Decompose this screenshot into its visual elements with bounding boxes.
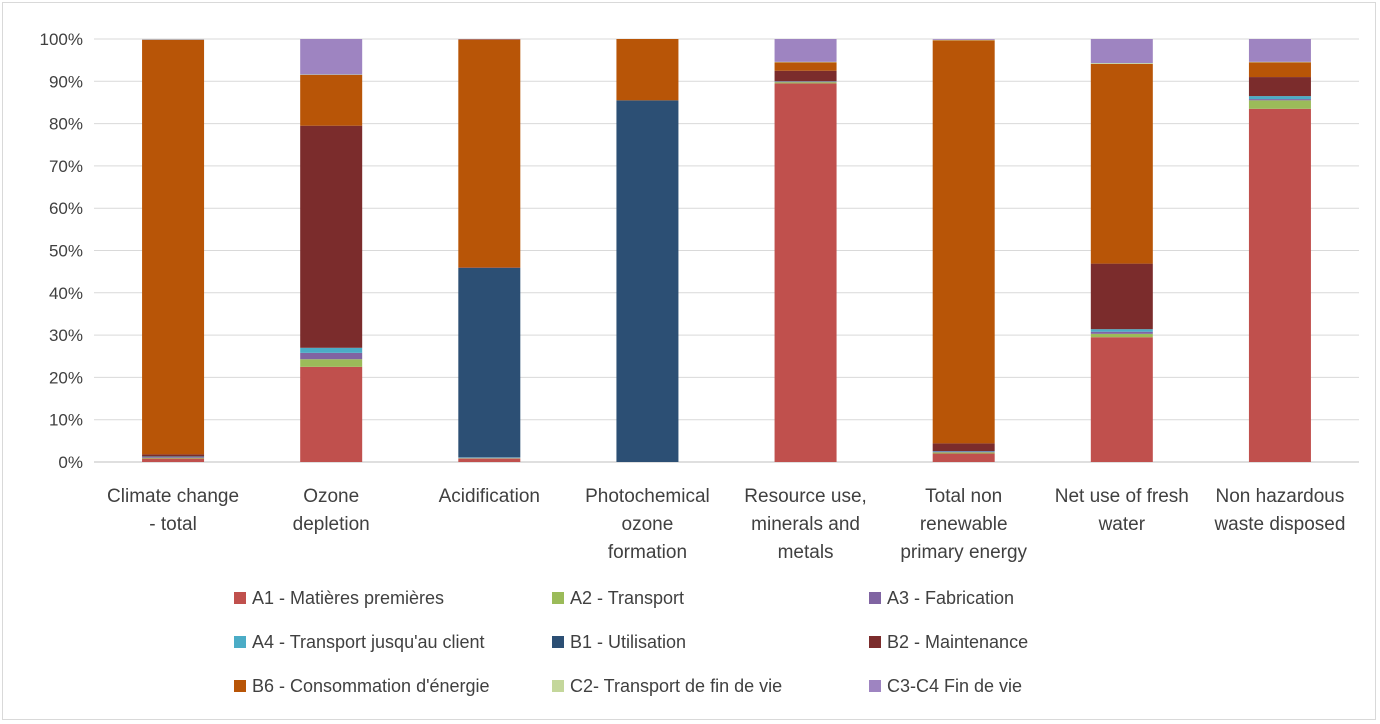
bar-segment [616,39,679,101]
bar-segment [1248,108,1311,463]
bar-segment [774,62,837,71]
y-tick-label: 30% [49,326,83,345]
y-tick-label: 100% [40,30,83,49]
bar-segment [300,352,363,360]
legend-label: B1 - Utilisation [570,632,686,652]
bar-segment [1248,100,1311,109]
bar-segment [1248,96,1311,100]
bar-segment [932,39,995,40]
y-tick-label: 10% [49,411,83,430]
bar-segment [300,366,363,462]
bar-segment [1090,331,1153,334]
bar-segment [932,443,995,452]
bar-segment [458,39,521,268]
x-category-label: Net use of fresh water [1055,486,1189,535]
bar-segment [142,456,205,458]
x-category-label: Total non renewable primary energy [900,486,1027,563]
y-tick-label: 0% [58,453,83,472]
y-axis-tick-labels: 0% 10% 20% 30% 40% 50% 60% 70% 80% 90% 100% [40,30,83,472]
legend-item: C3-C4 Fin de vie [869,676,1022,696]
legend-item: A1 - Matières premières [234,588,444,608]
y-tick-label: 70% [49,157,83,176]
gridlines [94,38,1359,463]
y-tick-label: 50% [49,242,83,261]
y-tick-label: 20% [49,368,83,387]
bar-segment [1090,337,1153,462]
legend-label: A2 - Transport [570,588,684,608]
legend-swatch [234,592,246,604]
x-axis-category-labels: Climate change - total Ozone depletion Acidi… [107,486,1345,563]
y-tick-label: 90% [49,72,83,91]
legend-swatch [869,680,881,692]
x-category-label: Photochemical ozone formation [585,486,710,563]
bar-segment [458,267,521,458]
legend-swatch [234,680,246,692]
bar-segment [932,452,995,454]
x-category-label: Acidification [439,486,540,507]
bar-segment [1090,329,1153,332]
legend-label: A4 - Transport jusqu'au client [252,632,485,652]
x-category-label: Climate change - total [107,486,239,535]
bar-segment [1248,99,1311,101]
legend-swatch [552,680,564,692]
legend-label: B2 - Maintenance [887,632,1028,652]
bar-segment [1248,39,1311,62]
legend-swatch [552,592,564,604]
legend-label: A1 - Matières premières [252,588,444,608]
legend-label: C3-C4 Fin de vie [887,676,1022,696]
y-tick-label: 60% [49,199,83,218]
bar-segment [300,125,363,348]
legend-swatch [234,636,246,648]
y-tick-label: 80% [49,115,83,134]
legend: A1 - Matières premières A2 - Transport A3 … [234,588,1028,696]
legend-swatch [869,592,881,604]
bar-segment [1090,263,1153,330]
bar-segment [774,39,837,62]
bar-segment [300,39,363,75]
legend-label: C2- Transport de fin de vie [570,676,782,696]
legend-item: C2- Transport de fin de vie [552,676,782,696]
bar-segment [1248,77,1311,97]
legend-swatch [552,636,564,648]
x-category-label: Resource use, minerals and metals [744,486,867,563]
bar-segment [458,458,521,462]
bar-segment [300,347,363,353]
bar-segment [1090,39,1153,64]
bar-segment [142,39,205,455]
legend-swatch [869,636,881,648]
bar-segment [932,40,995,444]
bar-segment [932,451,995,453]
bar-segment [300,74,363,126]
legend-label: A3 - Fabrication [887,588,1014,608]
legend-item: B6 - Consommation d'énergie [234,676,490,696]
bar-segment [142,457,205,459]
legend-item: A3 - Fabrication [869,588,1014,608]
bar-segment [300,359,363,367]
bar-segment [142,454,205,457]
stacked-bar-chart: 0% 10% 20% 30% 40% 50% 60% 70% 80% 90% 100% Climat… [40,30,1359,696]
bar-segment [774,83,837,462]
y-tick-label: 40% [49,284,83,303]
bar-segment [1090,333,1153,338]
bar-segment [142,458,205,462]
legend-item: A2 - Transport [552,588,684,608]
bar-segment [616,100,679,463]
bar-segment [774,82,837,84]
x-category-label: Ozone depletion [293,486,370,535]
legend-item: B2 - Maintenance [869,632,1028,652]
bar-segment [932,453,995,462]
bar-segment [1090,63,1153,64]
bar-segment [1248,62,1311,78]
bar-segment [774,70,837,82]
legend-item: B1 - Utilisation [552,632,686,652]
x-category-label: Non hazardous waste disposed [1213,486,1345,535]
bars [142,39,1311,463]
legend-label: B6 - Consommation d'énergie [252,676,490,696]
legend-item: A4 - Transport jusqu'au client [234,632,485,652]
bar-segment [1090,63,1153,264]
